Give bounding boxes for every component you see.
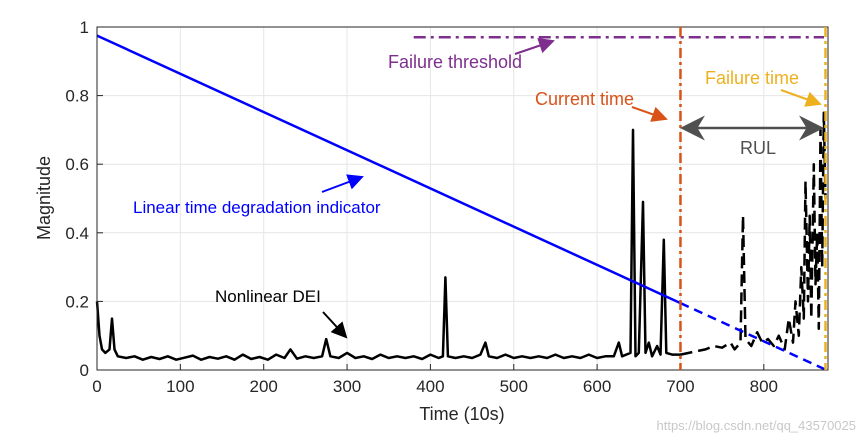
nonlinear-dei-line: [95, 128, 681, 361]
x-tick-label: 300: [333, 377, 361, 396]
series-layer: [95, 34, 827, 372]
failure-threshold-arrow: [514, 37, 555, 55]
nonlinear-dei-arrow: [322, 311, 348, 339]
failure-threshold-label: Failure threshold: [388, 52, 522, 72]
y-tick-label: 0: [80, 361, 89, 380]
failure-time-label: Failure time: [705, 68, 799, 88]
y-tick-label: 0.6: [65, 155, 89, 174]
rul-label: RUL: [740, 138, 776, 158]
x-tick-label: 100: [166, 377, 194, 396]
nonlinear-dei-dashed-line: [680, 111, 827, 356]
x-tick-label: 500: [500, 377, 528, 396]
annotations: RUL Failure threshold Current time Failure …: [133, 27, 827, 370]
watermark: https://blog.csdn.net/qq_43570025: [656, 418, 857, 433]
current-time-label: Current time: [535, 89, 634, 109]
axes: 0 100 200 300 400 500 600 700 800 0 0.2 0.4 0.6 0.8 1: [65, 18, 829, 396]
x-tick-label: 0: [92, 377, 101, 396]
x-tick-label: 700: [666, 377, 694, 396]
y-tick-label: 1: [80, 18, 89, 37]
linear-indicator-arrow: [321, 174, 364, 193]
current-time-arrow: [631, 106, 668, 122]
y-tick-label: 0.2: [65, 292, 89, 311]
linear-indicator-label: Linear time degradation indicator: [133, 198, 381, 217]
x-tick-label: 600: [583, 377, 611, 396]
failure-time-arrow: [780, 89, 822, 107]
x-tick-label: 200: [250, 377, 278, 396]
y-tick-label: 0.8: [65, 87, 89, 106]
linear-indicator-line: [96, 34, 682, 305]
y-tick-label: 0.4: [65, 224, 89, 243]
linear-indicator-dashed-line: [679, 301, 827, 372]
x-tick-label: 400: [416, 377, 444, 396]
x-axis-label: Time (10s): [419, 404, 504, 424]
plot-frame: [96, 26, 829, 371]
nonlinear-dei-label: Nonlinear DEI: [215, 287, 321, 306]
y-axis-label: Magnitude: [34, 156, 54, 240]
x-tick-label: 800: [750, 377, 778, 396]
